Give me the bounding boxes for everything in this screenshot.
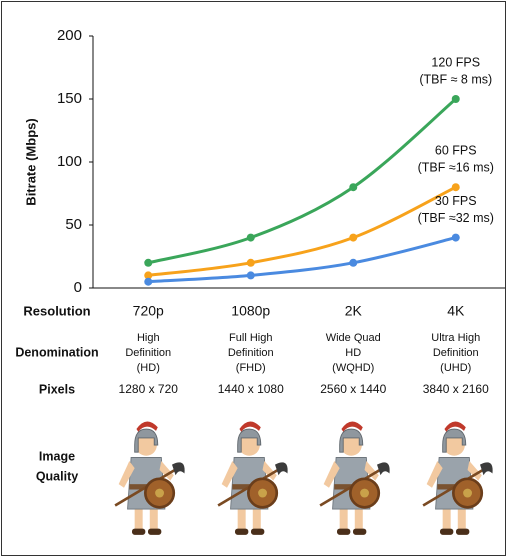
x-tick-label: 720p bbox=[133, 303, 164, 319]
cell-text: 3840 x 2160 bbox=[423, 382, 489, 396]
series-point bbox=[452, 95, 460, 103]
series-note: (TBF ≈32 ms) bbox=[418, 211, 494, 225]
y-axis-label: Bitrate (Mbps) bbox=[23, 118, 38, 205]
series-point bbox=[247, 234, 255, 242]
warrior-icon bbox=[423, 421, 493, 534]
series-point bbox=[452, 234, 460, 242]
x-tick-label: 1080p bbox=[231, 303, 270, 319]
y-tick-label: 50 bbox=[65, 216, 82, 233]
warrior-icon bbox=[218, 421, 288, 534]
x-axis-label: Resolution bbox=[23, 303, 90, 318]
series-point bbox=[349, 234, 357, 242]
cell-text: (WQHD) bbox=[332, 362, 374, 374]
series-point bbox=[144, 259, 152, 267]
cell-text: (UHD) bbox=[440, 362, 471, 374]
series-note: (TBF ≈ 8 ms) bbox=[419, 72, 492, 86]
series-point bbox=[144, 278, 152, 286]
series-name: 30 FPS bbox=[435, 194, 477, 208]
x-tick-label: 4K bbox=[447, 303, 465, 319]
warrior-icon bbox=[115, 421, 185, 534]
cell-text: High bbox=[137, 332, 160, 344]
cell-text: (FHD) bbox=[236, 362, 266, 374]
series-line bbox=[148, 99, 456, 263]
row-header: Image bbox=[39, 449, 75, 463]
y-tick-label: 150 bbox=[57, 90, 82, 107]
cell-text: Wide Quad bbox=[326, 332, 381, 344]
row-header: Pixels bbox=[39, 382, 75, 396]
series-line bbox=[148, 238, 456, 282]
cell-text: Ultra High bbox=[431, 332, 480, 344]
y-tick-label: 100 bbox=[57, 153, 82, 170]
row-header: Quality bbox=[36, 469, 78, 483]
cell-text: Definition bbox=[228, 347, 274, 359]
y-tick-label: 0 bbox=[74, 279, 82, 296]
y-tick-label: 200 bbox=[57, 27, 82, 44]
row-header: Denomination bbox=[15, 345, 98, 359]
series-name: 120 FPS bbox=[431, 55, 480, 69]
warrior-icon bbox=[320, 421, 390, 534]
series-line bbox=[148, 187, 456, 275]
series-point bbox=[349, 259, 357, 267]
x-tick-label: 2K bbox=[345, 303, 363, 319]
cell-text: Definition bbox=[433, 347, 479, 359]
cell-text: Definition bbox=[125, 347, 171, 359]
series-point bbox=[349, 183, 357, 191]
series-point bbox=[452, 183, 460, 191]
cell-text: (HD) bbox=[137, 362, 160, 374]
cell-text: 2560 x 1440 bbox=[320, 382, 386, 396]
series-note: (TBF ≈16 ms) bbox=[418, 160, 494, 174]
cell-text: 1440 x 1080 bbox=[218, 382, 284, 396]
series-name: 60 FPS bbox=[435, 143, 477, 157]
page: Bitrate (Mbps) Resolution 0 50 100 150 200 72… bbox=[0, 0, 507, 557]
cell-text: HD bbox=[345, 347, 361, 359]
cell-text: 1280 x 720 bbox=[119, 382, 179, 396]
series-point bbox=[247, 259, 255, 267]
cell-text: Full High bbox=[229, 332, 272, 344]
series-point bbox=[247, 271, 255, 279]
